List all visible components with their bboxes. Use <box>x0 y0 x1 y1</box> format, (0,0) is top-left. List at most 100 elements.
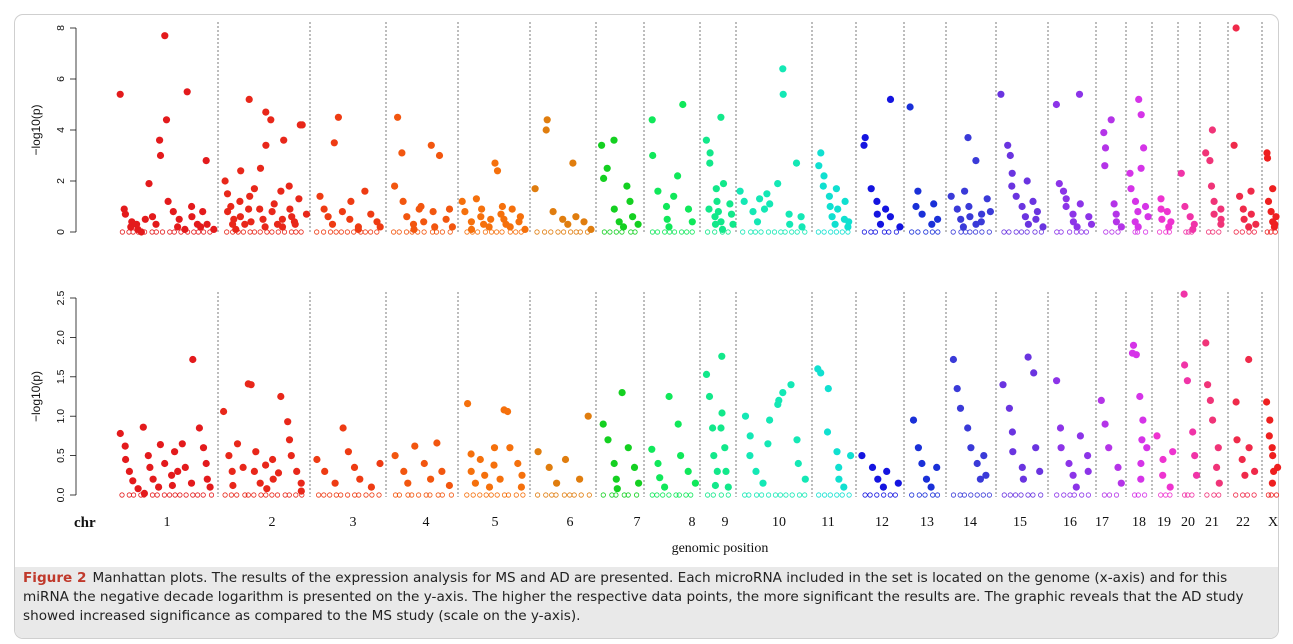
data-point <box>1112 218 1120 226</box>
data-point <box>883 467 891 475</box>
data-point <box>506 444 514 452</box>
data-point-baseline <box>190 492 196 498</box>
data-point <box>346 215 354 223</box>
data-point <box>648 445 656 453</box>
data-point-baseline <box>541 229 548 235</box>
data-point <box>1069 471 1077 479</box>
data-point <box>677 452 685 460</box>
data-point <box>1202 339 1210 347</box>
data-point <box>914 444 923 452</box>
data-point <box>1059 187 1068 195</box>
data-point <box>1217 205 1225 213</box>
data-point-baseline <box>1038 492 1044 498</box>
data-point <box>356 475 364 483</box>
chromosome-label: 4 <box>423 515 430 530</box>
data-point-baseline <box>660 492 666 498</box>
data-point <box>918 210 926 218</box>
data-point <box>403 213 411 221</box>
data-point <box>953 385 961 393</box>
data-point <box>1159 455 1167 464</box>
data-point <box>1177 169 1185 177</box>
data-point-baseline <box>676 492 682 498</box>
data-point <box>712 185 720 193</box>
data-point <box>197 223 205 231</box>
data-point-baseline <box>1061 492 1067 498</box>
data-point <box>220 407 228 416</box>
data-point <box>626 197 634 205</box>
data-point-baseline <box>251 229 258 235</box>
data-point-baseline <box>1018 229 1025 235</box>
chromosome-label: 9 <box>722 515 729 530</box>
data-point-baseline <box>666 492 672 498</box>
data-point <box>819 182 827 190</box>
data-point <box>972 157 980 165</box>
data-point-baseline <box>979 229 985 235</box>
data-point-baseline <box>846 492 852 498</box>
data-point-baseline <box>772 492 779 498</box>
data-point <box>467 450 475 458</box>
data-point <box>224 208 232 216</box>
data-point-baseline <box>1211 492 1217 498</box>
data-point <box>702 370 711 378</box>
data-point <box>1264 197 1273 205</box>
data-point <box>508 205 516 213</box>
data-point-baseline <box>833 229 840 235</box>
data-point <box>718 225 727 233</box>
data-point <box>1268 479 1276 487</box>
data-point <box>493 167 502 175</box>
data-point <box>141 215 149 223</box>
data-point <box>722 467 730 475</box>
data-point <box>232 225 240 233</box>
data-point-baseline <box>488 492 494 498</box>
data-point-baseline <box>683 492 689 498</box>
data-point <box>129 477 137 485</box>
data-point <box>122 455 130 464</box>
data-point <box>1056 424 1065 432</box>
data-point <box>798 223 806 231</box>
data-point <box>610 205 618 213</box>
data-point <box>763 190 771 198</box>
data-point <box>1114 463 1122 471</box>
data-point-baseline <box>130 229 136 235</box>
data-point <box>188 202 196 211</box>
data-point <box>291 220 299 228</box>
data-point-baseline <box>872 229 879 235</box>
data-point <box>654 459 662 468</box>
data-point-baseline <box>758 229 764 235</box>
data-point <box>760 205 769 213</box>
data-point-baseline <box>195 492 201 498</box>
data-point <box>882 205 890 213</box>
data-point <box>834 205 842 213</box>
data-point-baseline <box>470 492 476 498</box>
data-point <box>618 389 626 397</box>
data-point <box>746 432 754 440</box>
data-point <box>133 220 141 228</box>
data-point-baseline <box>344 229 350 235</box>
data-point-baseline <box>704 492 711 498</box>
data-point <box>1032 444 1040 452</box>
data-point <box>293 467 301 475</box>
data-point-baseline <box>967 229 973 235</box>
caption-text: Manhattan plots. The results of the expr… <box>23 570 1244 624</box>
data-point-baseline <box>916 492 922 498</box>
data-point-baseline <box>493 229 500 235</box>
data-point-baseline <box>240 229 246 235</box>
data-point-baseline <box>666 229 673 235</box>
data-point-baseline <box>1273 492 1280 498</box>
data-point <box>1117 479 1125 487</box>
data-point-baseline <box>1206 229 1212 235</box>
data-point <box>1024 353 1032 361</box>
data-point <box>580 218 588 226</box>
data-point <box>149 475 157 483</box>
data-point <box>278 215 286 223</box>
chromosome-label: 19 <box>1157 515 1171 530</box>
data-point <box>612 475 620 483</box>
data-point <box>1269 185 1277 193</box>
data-point <box>957 215 965 223</box>
data-point <box>164 197 172 205</box>
data-point-baseline <box>892 492 898 498</box>
data-point <box>1217 215 1225 223</box>
data-point <box>847 452 855 460</box>
data-point-baseline <box>886 229 892 235</box>
data-point-baseline <box>671 229 678 235</box>
